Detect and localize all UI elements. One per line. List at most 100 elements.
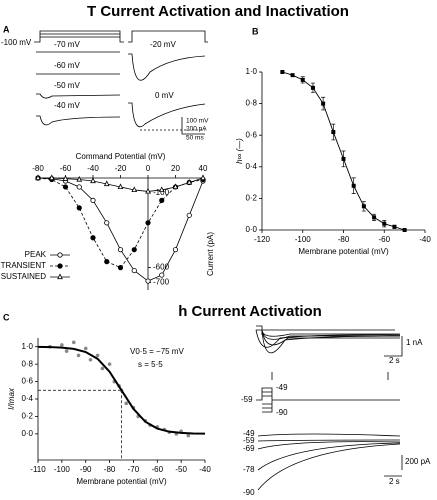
y-tick-label: 0·4 <box>21 394 33 403</box>
x-tick-label: -40 <box>87 164 99 173</box>
trace-label: 0 mV <box>155 91 174 100</box>
legend-label: SUSTAINED <box>1 272 46 281</box>
y-tick-label: 0·6 <box>245 130 257 139</box>
marker <box>76 184 82 190</box>
marker <box>200 174 206 181</box>
trace-label: -49 <box>243 429 255 438</box>
y-tick-label: -600 <box>153 263 170 272</box>
point <box>83 346 88 351</box>
x-tick-label: 0 <box>146 164 151 173</box>
marker <box>131 247 137 253</box>
point <box>186 433 191 438</box>
x-tick-label: -100 <box>54 465 71 474</box>
x-tick-label: -80 <box>32 164 44 173</box>
x-tick-label: -110 <box>30 465 46 474</box>
panel-letter: A <box>3 24 10 34</box>
marker <box>131 186 138 193</box>
x-tick-label: -40 <box>199 465 211 474</box>
trace-label: -59 <box>243 436 255 445</box>
point <box>95 353 100 358</box>
y-axis-label: Current (pA) <box>206 232 215 276</box>
x-tick-label: -60 <box>378 235 390 244</box>
trace-label: -50 mV <box>54 81 80 90</box>
scale-label: 200 pA <box>405 457 431 466</box>
marker <box>321 101 326 106</box>
trace-label: -70 mV <box>54 40 80 49</box>
trace-label: -60 mV <box>54 61 80 70</box>
protocol-label: -49 <box>276 383 288 392</box>
scale-label: 100 mV <box>186 118 209 125</box>
trace-label: -40 mV <box>54 101 80 110</box>
x-tick-label: -70 <box>128 465 140 474</box>
marker <box>117 183 124 190</box>
x-tick-label: -20 <box>115 164 127 173</box>
y-tick-label: 1·0 <box>21 342 33 351</box>
y-axis-label: h∞ (—) <box>235 138 244 164</box>
y-tick-label: 0·2 <box>245 194 257 203</box>
marker <box>290 73 295 78</box>
x-tick-label: 20 <box>171 164 180 173</box>
legend-marker <box>57 273 63 280</box>
marker <box>331 130 336 135</box>
traces-a: -100 mV -70 mV -60 mV -50 mV -40 mV -20 … <box>1 30 209 142</box>
legend-label: TRANSIENT <box>1 261 46 270</box>
legend-label: PEAK <box>25 250 47 259</box>
trace-label: -78 <box>243 465 255 474</box>
marker <box>372 215 377 220</box>
protocol-label: -90 <box>276 408 288 417</box>
marker <box>351 183 356 188</box>
scale-label: 2 s <box>389 477 400 486</box>
marker <box>62 175 69 181</box>
fit-curve <box>37 345 206 435</box>
x-axis-label: Command Potential (mV) <box>76 152 166 161</box>
x-tick-label: -100 <box>295 235 312 244</box>
x-axis-label: Membrane potential (mV) <box>298 247 389 256</box>
scale-label: 1 nA <box>406 338 423 347</box>
x-tick-label: -60 <box>152 465 164 474</box>
x-tick-label: -50 <box>175 465 187 474</box>
y-tick-label: 0·4 <box>245 162 257 171</box>
marker <box>145 278 151 284</box>
point <box>100 366 105 371</box>
panel-letter: B <box>252 26 259 36</box>
point <box>71 340 76 345</box>
x-tick-label: 40 <box>199 164 208 173</box>
marker <box>172 183 179 190</box>
y-tick-label: 0·0 <box>245 225 257 234</box>
annotation: V0·5 = −75 mV <box>130 347 184 356</box>
marker <box>186 212 192 218</box>
trace-label: -69 <box>243 444 255 453</box>
marker <box>159 272 165 278</box>
marker <box>402 228 407 232</box>
legend-marker <box>57 263 63 269</box>
marker <box>48 174 55 181</box>
marker <box>131 267 137 274</box>
protocol-label: -59 <box>241 395 253 404</box>
marker <box>280 70 285 74</box>
marker <box>76 205 82 211</box>
point <box>107 362 112 366</box>
scale-label: 200 pA <box>186 126 207 133</box>
marker <box>158 186 165 193</box>
marker <box>90 197 96 203</box>
marker <box>310 85 315 90</box>
panel-letter: C <box>3 312 10 322</box>
x-tick-label: -80 <box>104 465 116 474</box>
point <box>64 349 69 353</box>
point <box>60 343 64 347</box>
y-tick-label: 0·8 <box>245 99 257 108</box>
title-top: T Current Activation and Inactivation <box>87 3 349 20</box>
marker <box>62 184 69 190</box>
point <box>124 401 129 406</box>
scale-label: 2 s <box>389 356 400 365</box>
marker <box>90 177 96 184</box>
x-axis-label: Membrane potential (mV) <box>76 477 167 486</box>
trace-label: -100 mV <box>1 38 32 47</box>
marker <box>145 220 151 226</box>
marker <box>35 174 41 181</box>
marker <box>76 175 83 182</box>
title-bottom: h Current Activation <box>178 303 322 320</box>
marker <box>117 264 124 271</box>
marker <box>104 220 110 226</box>
